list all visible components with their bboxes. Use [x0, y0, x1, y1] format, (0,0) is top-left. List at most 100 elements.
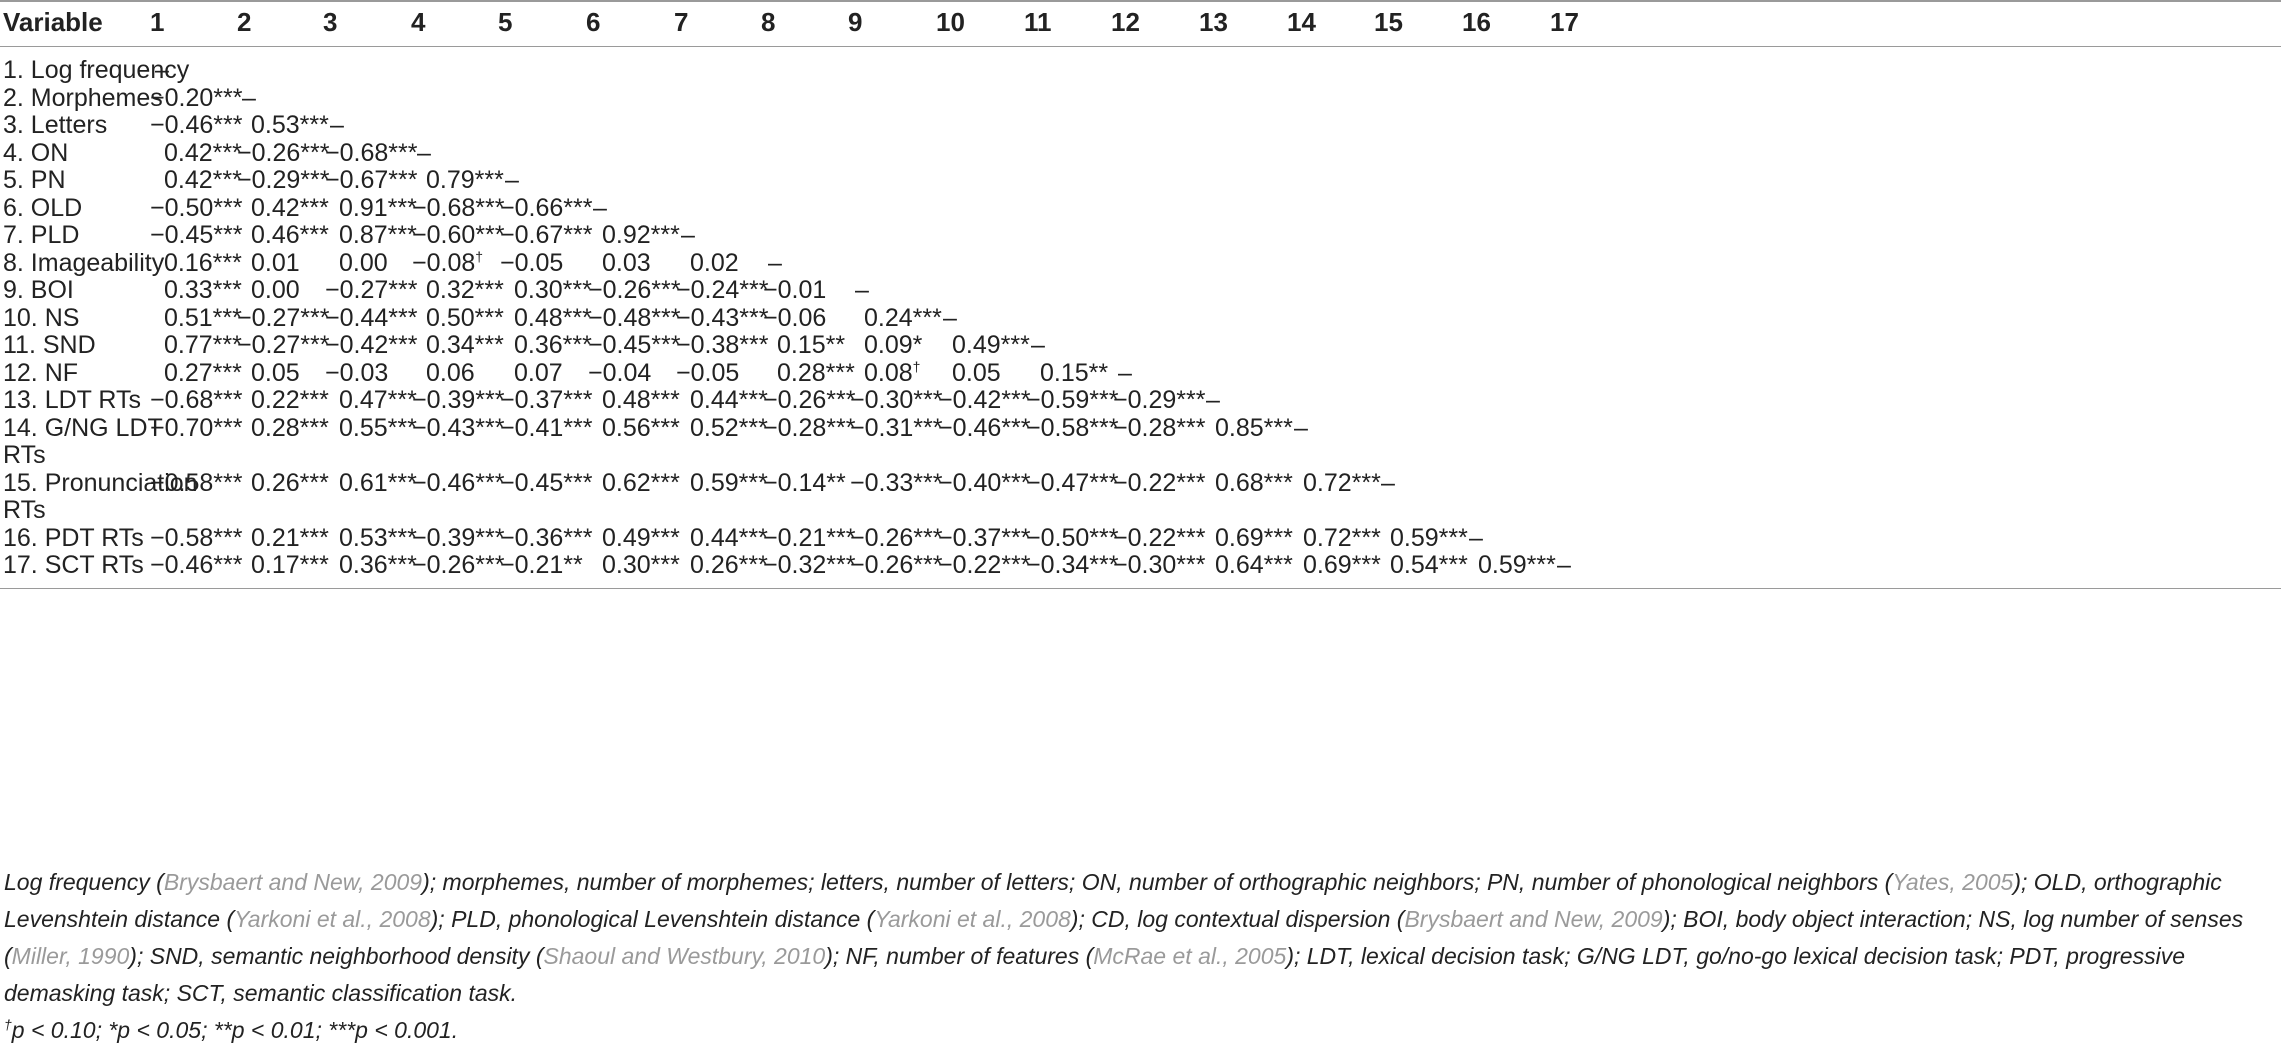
correlation-cell: −0.38*** — [676, 331, 769, 359]
row-label: 4. ON — [3, 138, 69, 167]
citation-link[interactable]: Shaoul and Westbury, 2010 — [543, 943, 826, 969]
correlation-cell: −0.01 — [763, 276, 827, 304]
note-text: ); BOI, body object interaction; NS, log… — [4, 906, 2244, 969]
column-header: 1 — [150, 7, 165, 37]
column-header: 17 — [1550, 7, 1579, 37]
correlation-cell: 0.68*** — [1215, 468, 1293, 497]
note-text: ); OLD, orthographic Levenshtein distanc… — [4, 869, 2222, 932]
citation-link[interactable]: Yarkoni et al., 2008 — [874, 906, 1071, 932]
correlation-cell: −0.46*** — [412, 468, 505, 497]
correlation-cell: −0.42*** — [325, 331, 418, 359]
column-header: 2 — [237, 7, 252, 37]
correlation-cell: −0.68*** — [150, 386, 243, 414]
row-label: 1. Log frequency — [3, 56, 190, 84]
note-text: ); LDT, lexical decision task; G/NG LDT,… — [4, 943, 2185, 1006]
correlation-cell: −0.30*** — [1113, 551, 1206, 579]
citation-link[interactable]: Brysbaert and New, 2009 — [163, 869, 423, 895]
note-text: ); PLD, phonological Levenshtein distanc… — [430, 906, 875, 932]
row-label: 15. Pronunciation — [3, 468, 198, 497]
correlation-cell: −0.26*** — [763, 386, 856, 414]
row-label: 10. NS — [3, 303, 80, 332]
correlation-cell: 0.48*** — [602, 386, 680, 414]
correlation-cell: 0.00 — [339, 248, 388, 277]
correlation-cell: 0.06 — [426, 358, 475, 387]
row-label: 3. Letters — [3, 111, 108, 139]
row-label: 12. NF — [3, 358, 79, 387]
correlation-cell: −0.26*** — [850, 551, 943, 579]
row-label: 5. PN — [3, 166, 66, 194]
correlation-cell: 0.85*** — [1215, 413, 1293, 442]
correlation-cell: 0.09* — [864, 331, 923, 359]
correlation-cell: −0.70*** — [150, 413, 243, 442]
citation-link[interactable]: Yates, 2005 — [1892, 869, 2014, 895]
correlation-cell: −0.48*** — [588, 303, 681, 332]
correlation-cell: 0.46*** — [251, 221, 329, 249]
correlation-cell: −0.33*** — [850, 468, 943, 497]
note-text: Log frequency ( — [4, 869, 164, 895]
correlation-cell: −0.20*** — [150, 83, 243, 112]
correlation-cell: −0.29*** — [1113, 386, 1206, 414]
correlation-cell: −0.37*** — [938, 523, 1031, 552]
header-bottom-rule — [0, 46, 2281, 47]
correlation-cell: 0.24*** — [864, 303, 942, 332]
correlation-cell: −0.50*** — [150, 193, 243, 222]
correlation-cell: 0.72*** — [1303, 468, 1381, 497]
citation-link[interactable]: Brysbaert and New, 2009 — [1404, 906, 1663, 932]
correlation-cell: 0.44*** — [690, 386, 768, 414]
correlation-cell: 0.52*** — [690, 413, 768, 442]
correlation-cell: −0.58*** — [150, 468, 243, 497]
row-label: 13. LDT RTs — [3, 386, 142, 414]
correlation-cell: −0.39*** — [412, 523, 505, 552]
diagonal-dash: – — [943, 303, 957, 332]
diagonal-dash: – — [768, 248, 782, 277]
correlation-cell: 0.47*** — [339, 386, 417, 414]
correlation-cell: −0.40*** — [938, 468, 1031, 497]
note-text: ); CD, log contextual dispersion ( — [1070, 906, 1405, 932]
citation-link[interactable]: Yarkoni et al., 2008 — [234, 906, 431, 932]
dagger-mark: † — [912, 358, 921, 375]
correlation-cell: −0.39*** — [412, 386, 505, 414]
correlation-cell: 0.48*** — [514, 303, 592, 332]
correlation-cell: 0.15** — [777, 331, 846, 359]
dagger-mark: † — [4, 1016, 12, 1033]
column-header: 13 — [1199, 7, 1228, 37]
correlation-cell: −0.46*** — [150, 111, 243, 139]
column-header: 7 — [674, 7, 689, 37]
citation-link[interactable]: Miller, 1990 — [11, 943, 130, 969]
correlation-cell: −0.50*** — [1026, 523, 1119, 552]
correlation-cell: −0.22*** — [1113, 523, 1206, 552]
correlation-cell: −0.41*** — [500, 413, 593, 442]
correlation-cell: −0.68*** — [325, 138, 418, 167]
diagonal-dash: – — [1294, 413, 1308, 442]
correlation-cell: −0.24*** — [676, 276, 769, 304]
correlation-cell: 0.50*** — [426, 303, 504, 332]
column-header: 3 — [323, 7, 338, 37]
diagonal-dash: – — [505, 166, 519, 194]
correlation-cell: −0.05 — [676, 358, 740, 387]
correlation-cell: −0.66*** — [500, 193, 593, 222]
diagonal-dash: – — [242, 83, 256, 112]
correlation-cell: 0.30*** — [602, 551, 680, 579]
correlation-cell: 0.53*** — [339, 523, 417, 552]
correlation-cell: −0.04 — [588, 358, 652, 387]
correlation-cell: −0.26*** — [588, 276, 681, 304]
correlation-cell: −0.58*** — [1026, 413, 1119, 442]
column-header: 9 — [848, 7, 863, 37]
column-header: 10 — [936, 7, 965, 37]
correlation-cell: −0.21** — [500, 551, 583, 579]
citation-link[interactable]: McRae et al., 2005 — [1093, 943, 1287, 969]
table-top-rule — [0, 0, 2281, 2]
correlation-cell: 0.26*** — [251, 468, 329, 497]
correlation-cell: −0.26*** — [237, 138, 330, 167]
correlation-cell: 0.51*** — [164, 303, 242, 332]
correlation-cell: −0.58*** — [150, 523, 243, 552]
diagonal-dash: – — [1469, 523, 1483, 552]
correlation-cell: −0.34*** — [1026, 551, 1119, 579]
correlation-cell: 0.05 — [952, 358, 1001, 387]
diagonal-dash: – — [1381, 468, 1395, 497]
column-header: 12 — [1111, 7, 1140, 37]
correlation-cell: 0.26*** — [690, 551, 768, 579]
correlation-cell: 0.21*** — [251, 523, 329, 552]
diagonal-dash: – — [330, 111, 344, 139]
correlation-cell: −0.37*** — [500, 386, 593, 414]
